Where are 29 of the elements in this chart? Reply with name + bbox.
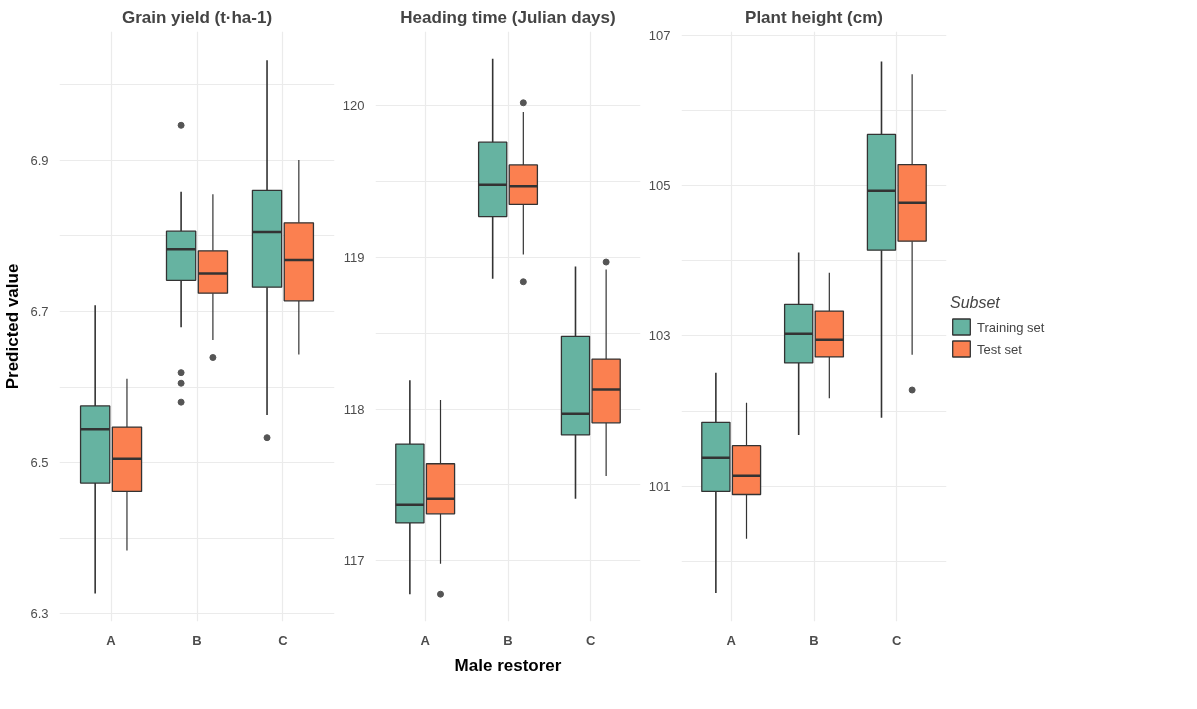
y-axis-title: Predicted value (3, 263, 23, 390)
x-axis-title: Male restorer (454, 655, 562, 675)
x-tick-label: C (892, 632, 903, 648)
chart-title: Grain yield (t·ha-1) (121, 7, 273, 27)
x-tick-label: C (278, 632, 289, 648)
y-tick-label: 101 (648, 478, 671, 494)
chart-title: Plant height (cm) (745, 7, 883, 27)
y-tick-label: 6.3 (30, 606, 49, 622)
x-tick-label: C (586, 632, 597, 648)
x-tick-label: A (420, 632, 431, 648)
y-tick-label: 120 (342, 98, 365, 114)
y-tick-label: 6.5 (30, 455, 49, 471)
y-tick-label: 107 (648, 27, 671, 43)
y-tick-label: 118 (343, 401, 365, 417)
x-tick-label: A (726, 632, 737, 648)
x-tick-label: B (503, 632, 513, 648)
legend-label: Training set (977, 319, 1045, 334)
y-tick-label: 103 (648, 328, 671, 344)
y-tick-label: 6.9 (30, 152, 49, 168)
y-tick-label: 117 (343, 553, 365, 569)
chart-title: Heading time (Julian days) (400, 7, 616, 27)
y-tick-label: 119 (343, 249, 365, 265)
x-tick-label: B (192, 632, 202, 648)
x-tick-label: A (106, 632, 117, 648)
legend-title: Subset (950, 293, 1001, 312)
y-tick-label: 6.7 (30, 303, 49, 319)
y-tick-label: 105 (648, 178, 671, 194)
legend-label: Test set (977, 341, 1023, 356)
x-tick-label: B (809, 632, 819, 648)
